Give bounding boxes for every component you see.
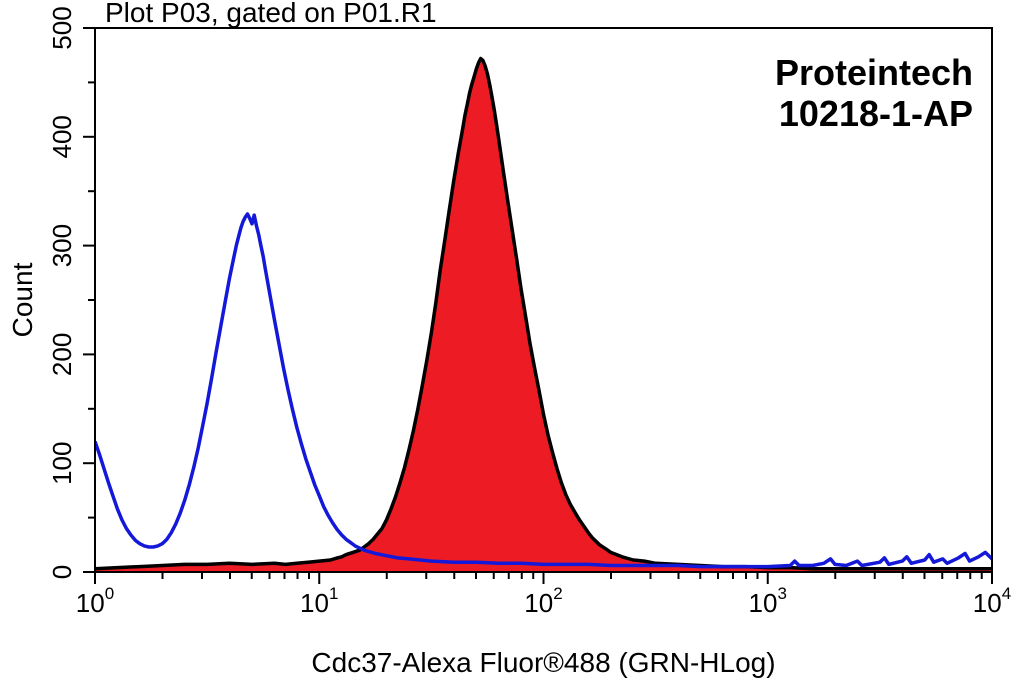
branding-box: Proteintech 10218-1-AP (775, 52, 973, 135)
flow-cytometry-chart: 0100200300400500Count100101102103104Cdc3… (0, 0, 1015, 683)
brand-line2: 10218-1-AP (775, 93, 973, 134)
svg-text:400: 400 (47, 115, 77, 158)
svg-text:300: 300 (47, 224, 77, 267)
svg-text:Count: Count (7, 262, 38, 337)
brand-line1: Proteintech (775, 52, 973, 93)
svg-text:100: 100 (47, 442, 77, 485)
svg-text:200: 200 (47, 333, 77, 376)
svg-text:Cdc37-Alexa Fluor®488 (GRN-HLo: Cdc37-Alexa Fluor®488 (GRN-HLog) (311, 647, 775, 678)
svg-text:Plot P03, gated on P01.R1: Plot P03, gated on P01.R1 (105, 0, 437, 28)
svg-text:0: 0 (47, 565, 77, 579)
svg-text:500: 500 (47, 6, 77, 49)
